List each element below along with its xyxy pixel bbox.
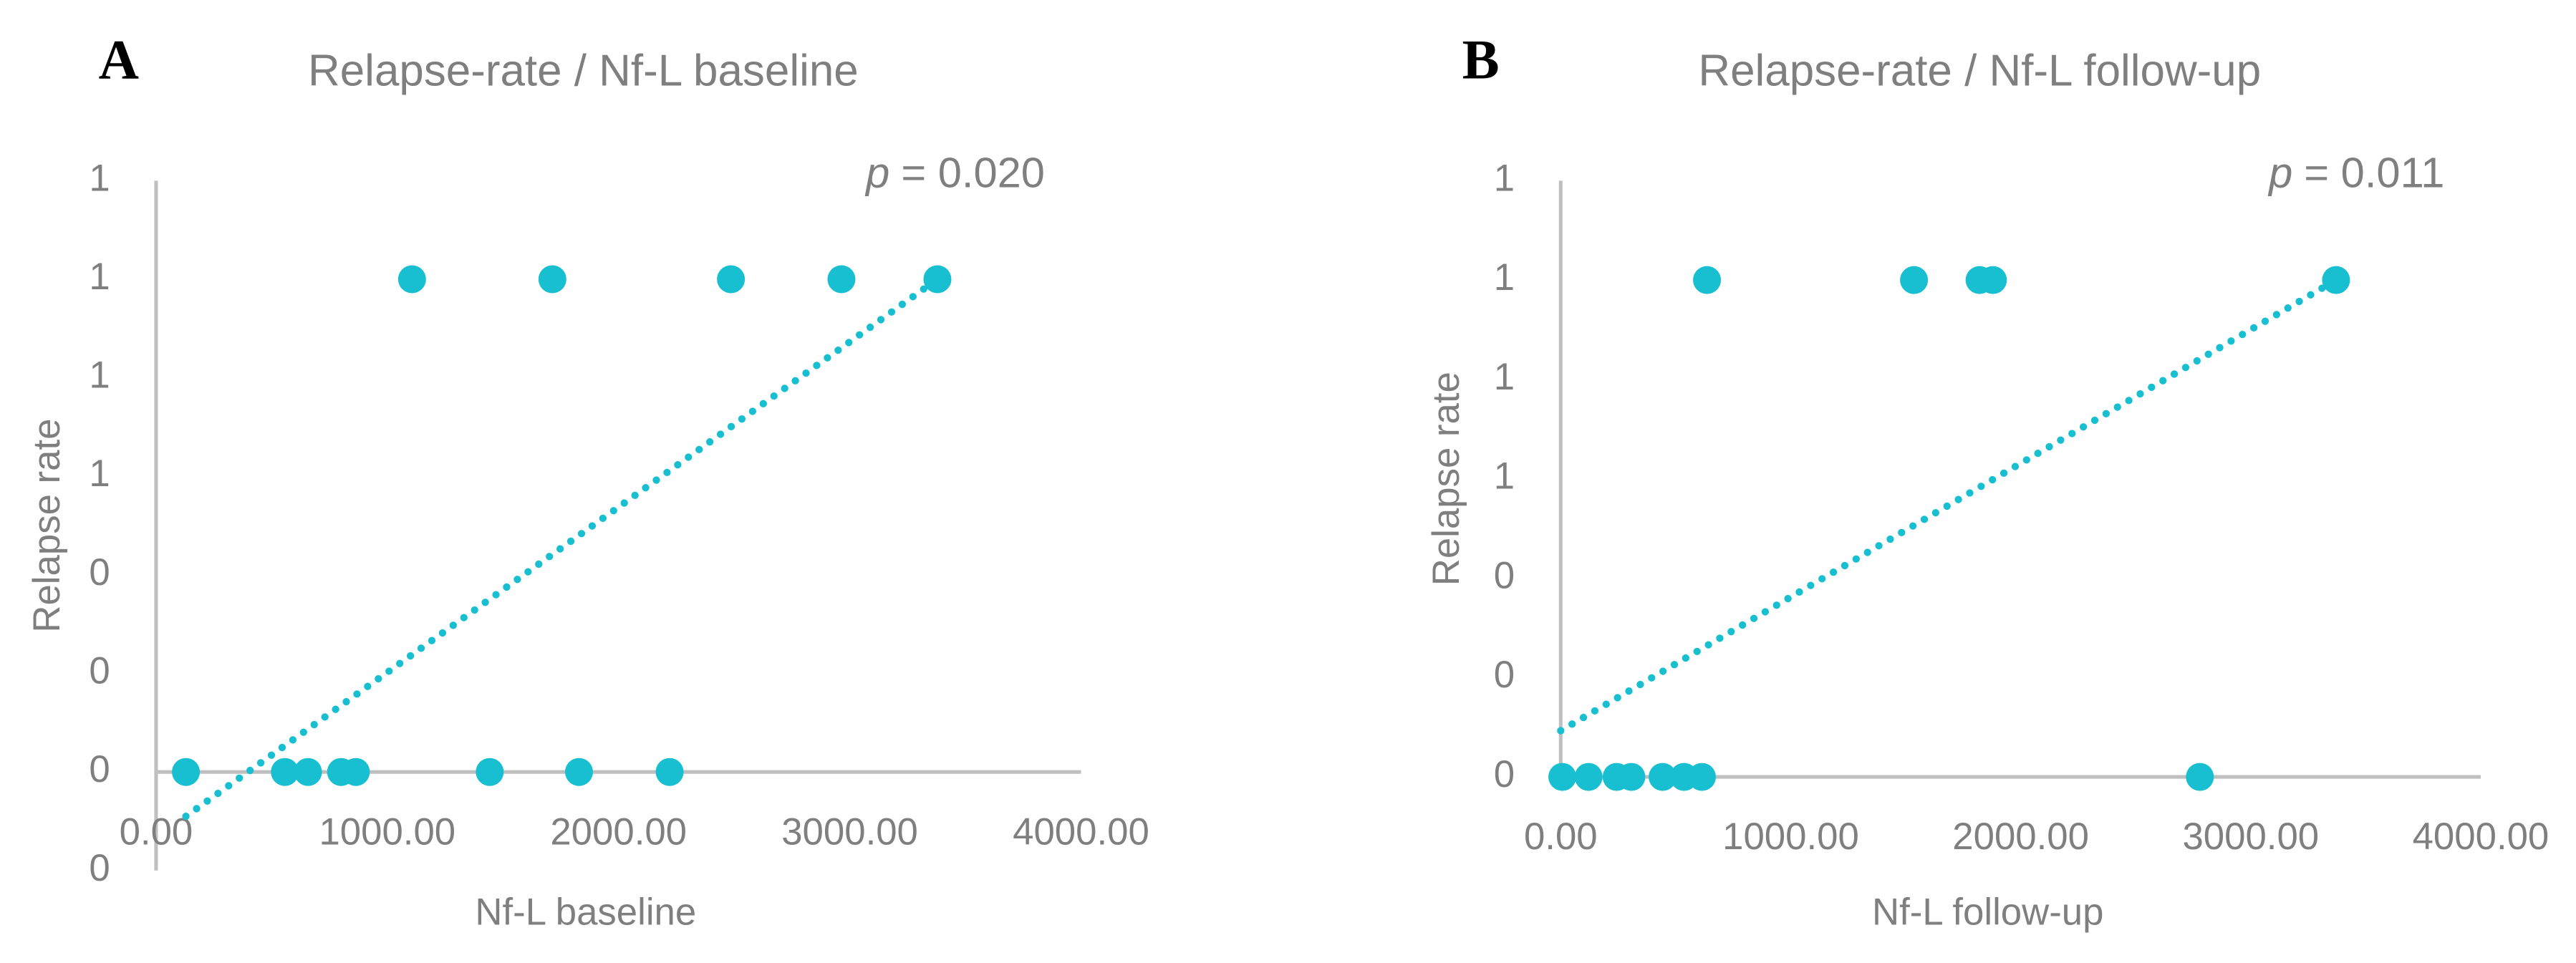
y-tick-label: 0: [1494, 753, 1515, 795]
y-tick-label: 0: [89, 847, 110, 889]
scatter-point: [717, 265, 746, 294]
scatter-point: [2186, 763, 2214, 791]
scatter-point: [564, 758, 593, 786]
annotation-symbol: p: [864, 148, 889, 196]
y-tick-label: 1: [89, 453, 110, 495]
x-tick-label: 1000.00: [1722, 816, 1859, 858]
x-tick-label: 4000.00: [1013, 810, 1149, 853]
scatter-point: [294, 758, 322, 786]
x-tick-label: 3000.00: [2182, 816, 2319, 858]
y-tick-label: 1: [1494, 256, 1515, 299]
x-tick-label: 1000.00: [319, 810, 455, 853]
y-axis-label: Relapse rate: [26, 419, 68, 633]
scatter-point: [1617, 763, 1646, 791]
y-tick-label: 0: [89, 551, 110, 594]
y-tick-label: 0: [1494, 554, 1515, 596]
scatter-point: [1548, 763, 1577, 791]
scatter-point: [172, 758, 201, 786]
scatter-point: [1693, 266, 1722, 294]
scatter-point: [271, 758, 299, 786]
y-tick-label: 1: [1494, 356, 1515, 398]
y-tick-label: 0: [89, 649, 110, 692]
y-tick-label: 0: [1494, 654, 1515, 696]
trendline: [182, 275, 942, 821]
y-tick-label: 1: [1494, 455, 1515, 498]
scatter-point: [1687, 763, 1716, 791]
y-tick-label: 1: [89, 256, 110, 298]
annotation: p = 0.020: [864, 148, 1045, 196]
annotation-text: = 0.011: [2304, 148, 2444, 196]
annotation-text: = 0.020: [901, 148, 1045, 196]
x-axis-label: Nf-L baseline: [475, 891, 696, 934]
scatter-point: [1900, 266, 1929, 294]
scatter-point: [476, 758, 504, 786]
x-tick-label: 3000.00: [781, 810, 918, 853]
annotation: p = 0.011: [2267, 148, 2444, 196]
chart-title: Relapse-rate / Nf-L baseline: [308, 47, 859, 96]
annotation-symbol: p: [2267, 148, 2292, 196]
chart-title: Relapse-rate / Nf-L follow-up: [1698, 47, 2261, 96]
y-tick-label: 1: [89, 157, 110, 199]
panel-label: A: [99, 29, 139, 91]
y-tick-label: 1: [89, 354, 110, 397]
scatter-point: [1574, 763, 1603, 791]
x-tick-label: 0.00: [1524, 816, 1598, 858]
scatter-point: [2322, 266, 2350, 294]
y-tick-label: 0: [89, 748, 110, 790]
scatter-point: [655, 758, 684, 786]
scatter-point: [827, 265, 856, 294]
x-tick-label: 2000.00: [550, 810, 687, 853]
y-axis-label: Relapse rate: [1425, 372, 1467, 586]
scatter-point: [1979, 266, 2007, 294]
trendline: [1557, 276, 2340, 735]
x-tick-label: 4000.00: [2413, 816, 2550, 858]
x-tick-label: 0.00: [120, 810, 193, 853]
scatter-point: [923, 265, 952, 294]
x-tick-label: 2000.00: [1952, 816, 2089, 858]
scatter-point: [397, 265, 426, 294]
scatter-point: [342, 758, 370, 786]
scatter-point: [538, 265, 566, 294]
panel-label: B: [1462, 29, 1500, 91]
x-axis-label: Nf-L follow-up: [1872, 891, 2103, 934]
scatter-point: [1649, 763, 1677, 791]
y-tick-label: 1: [1494, 157, 1515, 199]
